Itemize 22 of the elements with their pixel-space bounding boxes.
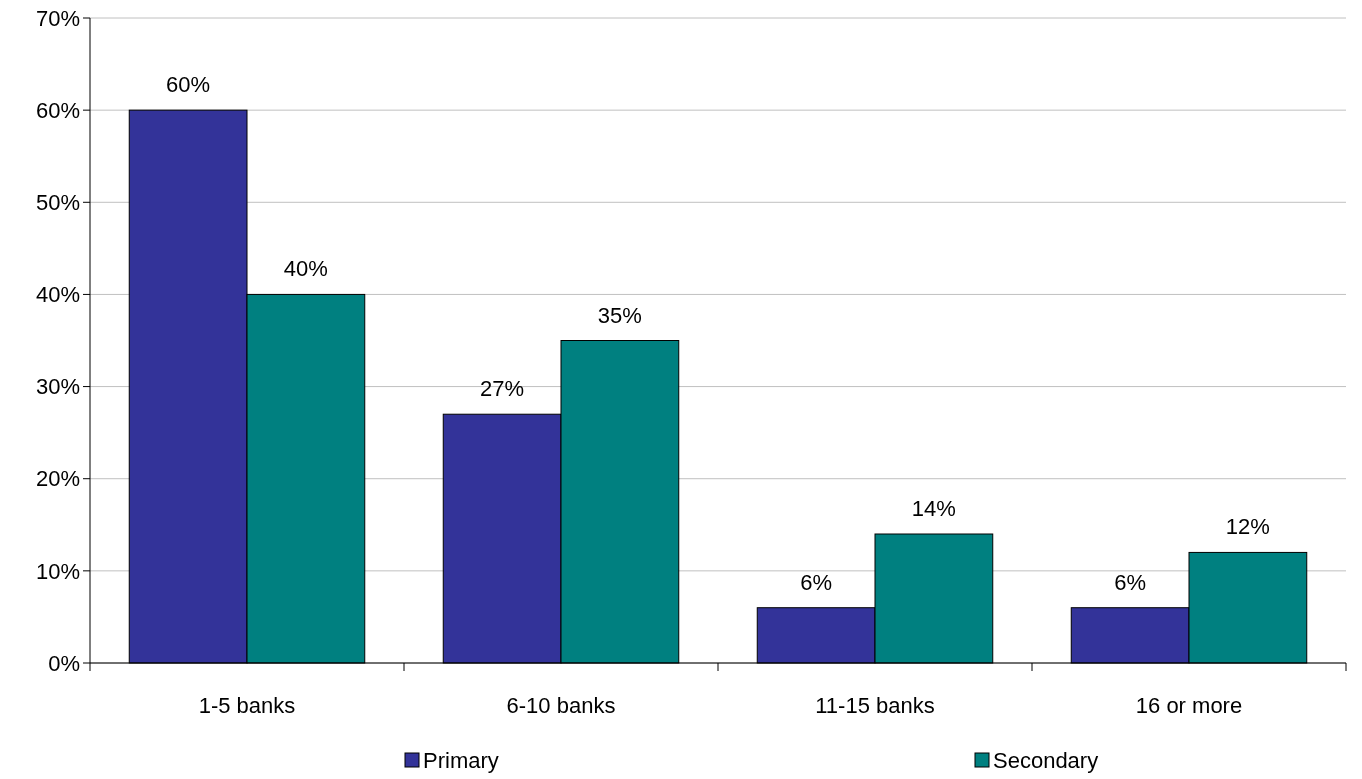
x-tick-label: 16 or more	[1135, 693, 1243, 718]
x-tick-label: 6-10 banks	[506, 693, 616, 718]
data-label: 14%	[911, 496, 956, 521]
legend-label: Secondary	[993, 748, 1099, 773]
data-label: 35%	[597, 302, 642, 328]
legend-label: Primary	[423, 748, 499, 773]
data-label: 12%	[1225, 514, 1270, 540]
y-tick-label: 20%	[35, 466, 80, 492]
x-tick-label: 11-15 banks	[815, 693, 935, 718]
y-tick-label: 50%	[35, 189, 80, 215]
y-tick-label: 30%	[35, 374, 80, 400]
x-tick-label: 1-5 banks	[198, 693, 296, 718]
data-label: 6%	[1114, 569, 1147, 595]
y-tick-label: 0%	[48, 650, 80, 676]
data-label: 60%	[166, 72, 211, 98]
y-tick-label: 10%	[35, 558, 80, 584]
y-tick-label: 40%	[35, 282, 80, 308]
y-tick-label: 70%	[35, 5, 80, 31]
y-tick-label: 60%	[35, 97, 80, 123]
data-label: 27%	[480, 376, 525, 402]
data-label: 40%	[283, 256, 328, 282]
data-label: 6%	[800, 569, 833, 595]
